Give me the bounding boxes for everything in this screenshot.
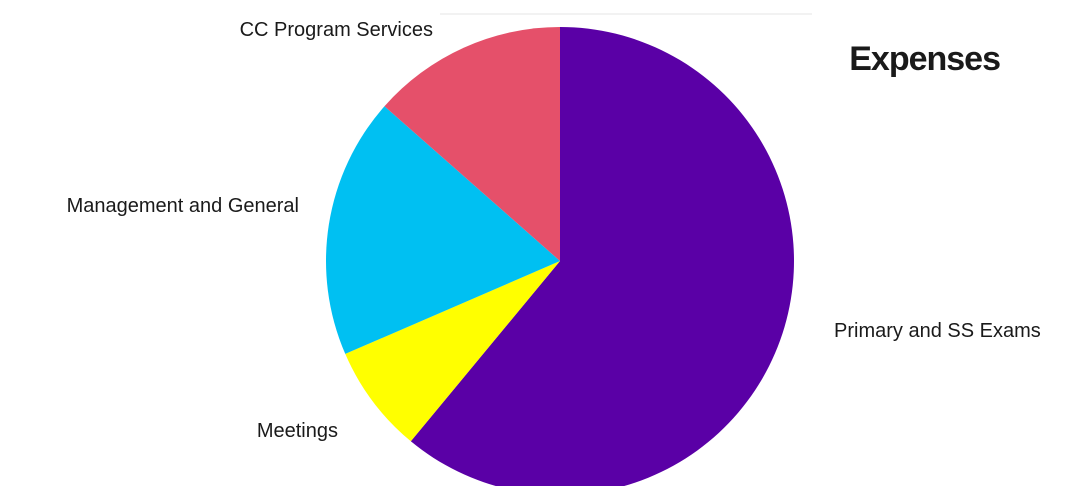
slice-label-meetings: Meetings xyxy=(257,420,338,442)
slice-labels: Primary and SS Exams Meetings Management… xyxy=(67,19,1041,442)
pie-slice-primary-and-ss-exams xyxy=(410,27,794,486)
pie-slices xyxy=(326,26,794,486)
slice-label-primary-and-ss-exams: Primary and SS Exams xyxy=(834,320,1041,342)
pie-slice-cc-program-services xyxy=(384,26,560,262)
pie-slice-meetings xyxy=(345,261,560,442)
pie-slice-management-and-general xyxy=(326,106,560,354)
slice-label-cc-program-services: CC Program Services xyxy=(240,19,433,41)
chart-title: Expenses xyxy=(849,40,1000,78)
slice-label-management-and-general: Management and General xyxy=(67,195,299,217)
